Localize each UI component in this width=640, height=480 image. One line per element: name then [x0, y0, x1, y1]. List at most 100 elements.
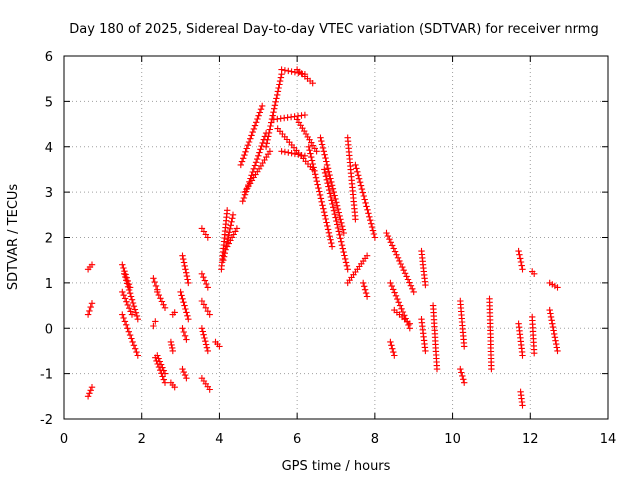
- data-point: [206, 386, 213, 393]
- data-point: [370, 230, 378, 238]
- data-point: [179, 295, 186, 302]
- data-point: [325, 183, 332, 190]
- data-point: [243, 145, 250, 152]
- data-point: [369, 227, 377, 234]
- data-point: [335, 228, 342, 235]
- data-point: [401, 270, 409, 277]
- data-point: [358, 185, 366, 193]
- chart-title: Day 180 of 2025, Sidereal Day-to-day VTE…: [69, 22, 598, 37]
- data-point: [123, 280, 131, 287]
- data-point: [185, 316, 192, 323]
- data-point: [328, 178, 335, 186]
- data-point: [390, 348, 397, 356]
- data-point: [324, 226, 332, 233]
- data-point: [398, 305, 405, 312]
- data-point: [242, 148, 249, 155]
- data-point: [325, 168, 332, 175]
- data-point: [88, 300, 96, 307]
- data-point: [199, 328, 206, 335]
- data-point: [363, 293, 371, 300]
- data-point: [516, 251, 523, 258]
- data-point: [396, 257, 403, 265]
- data-point: [177, 288, 184, 296]
- data-point: [403, 273, 410, 280]
- data-point: [546, 306, 553, 314]
- data-point: [183, 269, 190, 276]
- data-point: [220, 253, 228, 260]
- data-point: [321, 151, 328, 158]
- data-point: [531, 350, 538, 357]
- data-point: [226, 229, 233, 236]
- data-point: [288, 150, 295, 157]
- data-point: [120, 292, 127, 299]
- data-point: [402, 315, 409, 322]
- data-point: [318, 141, 326, 148]
- data-point: [306, 147, 313, 154]
- data-point: [228, 218, 235, 225]
- data-point: [321, 212, 329, 219]
- data-point: [517, 255, 524, 262]
- data-point: [150, 322, 157, 330]
- y-tick-label: 2: [45, 232, 53, 247]
- data-point: [333, 202, 341, 209]
- data-point: [122, 273, 129, 281]
- data-point: [341, 252, 348, 259]
- data-point: [87, 303, 94, 311]
- data-point: [267, 122, 274, 130]
- data-point: [338, 219, 345, 226]
- data-point: [553, 340, 560, 348]
- data-point: [391, 352, 398, 359]
- data-point: [130, 303, 138, 310]
- data-point: [291, 150, 299, 158]
- data-point: [134, 316, 141, 323]
- data-point: [404, 276, 412, 283]
- data-point: [184, 276, 191, 283]
- data-point: [257, 106, 265, 113]
- data-point: [227, 222, 234, 229]
- data-point: [233, 225, 241, 232]
- data-point: [388, 342, 395, 349]
- data-point: [154, 288, 161, 296]
- data-point: [248, 132, 255, 139]
- data-point: [368, 220, 375, 227]
- data-point: [330, 204, 337, 211]
- data-point: [322, 173, 330, 180]
- data-point: [270, 109, 277, 116]
- data-point: [309, 160, 316, 168]
- data-point: [313, 178, 320, 185]
- data-point: [390, 286, 397, 293]
- data-point: [361, 196, 368, 203]
- data-point: [201, 277, 209, 284]
- data-point: [265, 133, 272, 140]
- y-axis-label: SDTVAR / TECUs: [6, 184, 21, 291]
- data-point: [327, 175, 334, 182]
- data-point: [550, 327, 557, 334]
- data-point: [320, 148, 327, 155]
- data-point: [274, 88, 282, 95]
- data-point: [124, 283, 132, 290]
- data-point: [200, 274, 207, 281]
- data-point: [457, 365, 464, 373]
- data-point: [313, 148, 320, 155]
- data-point: [226, 225, 234, 232]
- data-point: [278, 148, 285, 155]
- data-point: [324, 222, 331, 230]
- data-point: [328, 182, 336, 189]
- data-point: [335, 209, 342, 216]
- data-point: [263, 140, 270, 147]
- data-point: [314, 181, 321, 188]
- data-point: [86, 390, 93, 397]
- y-tick-label: 3: [45, 186, 53, 201]
- data-point: [391, 289, 398, 296]
- data-point: [340, 229, 347, 237]
- data-point: [276, 77, 284, 85]
- data-point: [319, 144, 327, 152]
- data-point: [257, 146, 264, 153]
- x-tick-label: 12: [522, 432, 539, 447]
- data-point: [239, 198, 246, 205]
- data-point: [131, 306, 139, 313]
- data-point: [120, 314, 127, 322]
- data-point: [321, 166, 328, 173]
- data-point: [301, 152, 309, 159]
